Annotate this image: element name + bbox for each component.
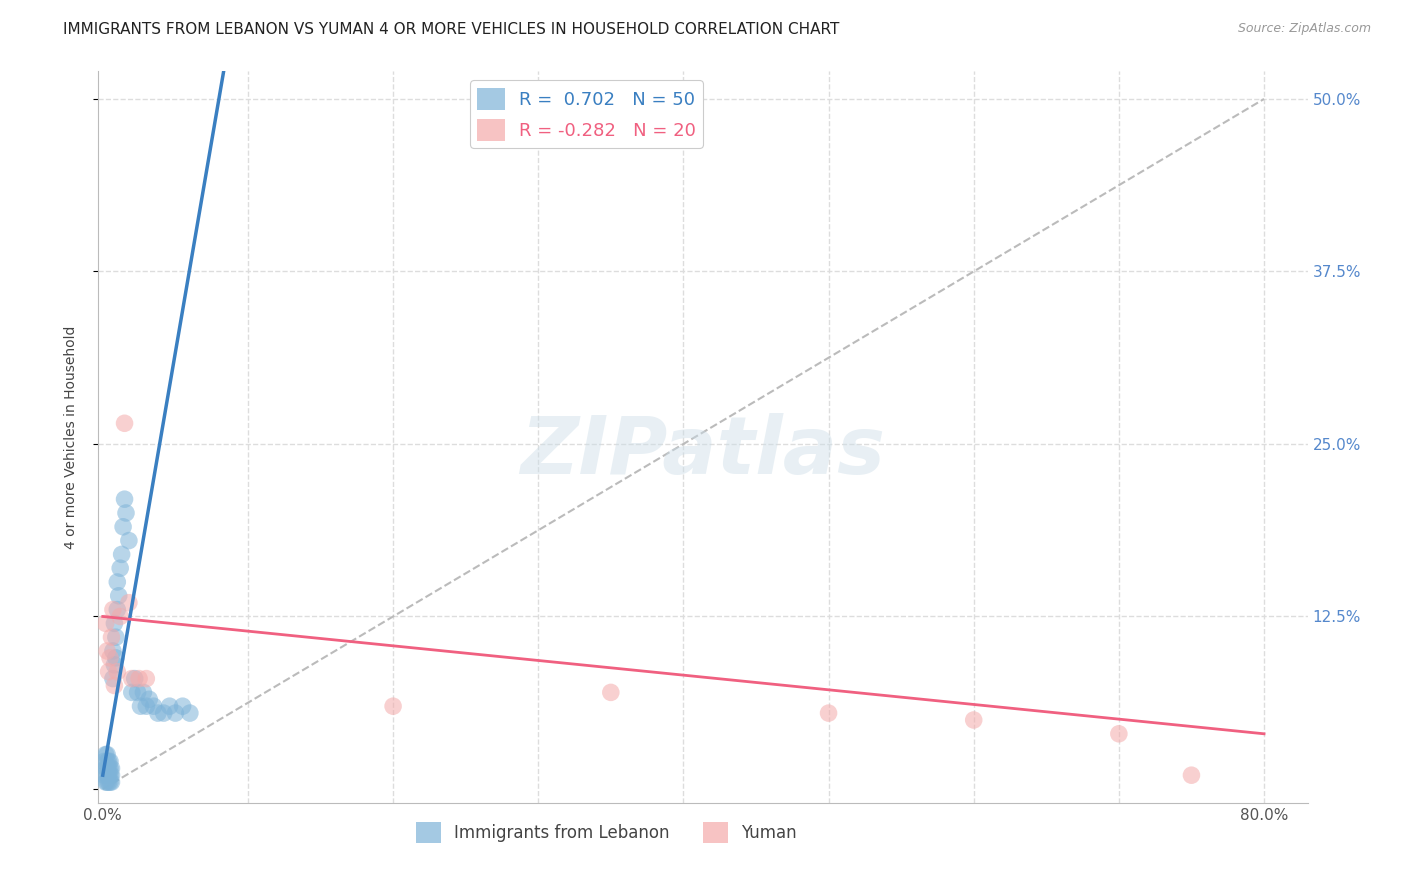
- Immigrants from Lebanon: [118, 533, 141, 548]
- Yuman: [963, 713, 986, 727]
- Immigrants from Lebanon: [94, 775, 117, 789]
- Yuman: [128, 672, 150, 686]
- Yuman: [108, 609, 131, 624]
- Immigrants from Lebanon: [105, 574, 128, 589]
- Yuman: [96, 644, 118, 658]
- Yuman: [101, 602, 124, 616]
- Immigrants from Lebanon: [172, 699, 194, 714]
- Y-axis label: 4 or more Vehicles in Household: 4 or more Vehicles in Household: [63, 326, 77, 549]
- Yuman: [100, 630, 122, 644]
- Immigrants from Lebanon: [159, 699, 181, 714]
- Immigrants from Lebanon: [135, 699, 157, 714]
- Immigrants from Lebanon: [101, 644, 124, 658]
- Immigrants from Lebanon: [98, 768, 121, 782]
- Yuman: [114, 417, 136, 431]
- Immigrants from Lebanon: [98, 761, 121, 775]
- Immigrants from Lebanon: [96, 747, 118, 762]
- Yuman: [97, 665, 120, 679]
- Yuman: [599, 685, 621, 699]
- Immigrants from Lebanon: [93, 768, 115, 782]
- Immigrants from Lebanon: [111, 548, 134, 562]
- Immigrants from Lebanon: [96, 768, 118, 782]
- Immigrants from Lebanon: [165, 706, 187, 720]
- Yuman: [382, 699, 405, 714]
- Text: Source: ZipAtlas.com: Source: ZipAtlas.com: [1237, 22, 1371, 36]
- Immigrants from Lebanon: [96, 755, 118, 769]
- Immigrants from Lebanon: [179, 706, 201, 720]
- Text: IMMIGRANTS FROM LEBANON VS YUMAN 4 OR MORE VEHICLES IN HOUSEHOLD CORRELATION CHA: IMMIGRANTS FROM LEBANON VS YUMAN 4 OR MO…: [63, 22, 839, 37]
- Yuman: [94, 616, 117, 631]
- Immigrants from Lebanon: [114, 492, 136, 507]
- Immigrants from Lebanon: [138, 692, 160, 706]
- Yuman: [121, 672, 143, 686]
- Immigrants from Lebanon: [124, 672, 146, 686]
- Immigrants from Lebanon: [108, 561, 131, 575]
- Immigrants from Lebanon: [112, 520, 135, 534]
- Immigrants from Lebanon: [129, 699, 152, 714]
- Immigrants from Lebanon: [100, 775, 122, 789]
- Immigrants from Lebanon: [142, 699, 165, 714]
- Immigrants from Lebanon: [107, 589, 129, 603]
- Immigrants from Lebanon: [97, 775, 120, 789]
- Immigrants from Lebanon: [103, 657, 125, 672]
- Immigrants from Lebanon: [146, 706, 169, 720]
- Immigrants from Lebanon: [97, 768, 120, 782]
- Immigrants from Lebanon: [105, 602, 128, 616]
- Immigrants from Lebanon: [104, 651, 127, 665]
- Immigrants from Lebanon: [98, 755, 121, 769]
- Immigrants from Lebanon: [96, 761, 118, 775]
- Immigrants from Lebanon: [93, 755, 115, 769]
- Immigrants from Lebanon: [104, 630, 127, 644]
- Yuman: [1180, 768, 1202, 782]
- Yuman: [105, 665, 128, 679]
- Yuman: [118, 596, 141, 610]
- Yuman: [98, 651, 121, 665]
- Immigrants from Lebanon: [121, 685, 143, 699]
- Immigrants from Lebanon: [96, 775, 118, 789]
- Immigrants from Lebanon: [100, 761, 122, 775]
- Immigrants from Lebanon: [101, 672, 124, 686]
- Yuman: [817, 706, 839, 720]
- Immigrants from Lebanon: [103, 616, 125, 631]
- Text: ZIPatlas: ZIPatlas: [520, 413, 886, 491]
- Legend: Immigrants from Lebanon, Yuman: Immigrants from Lebanon, Yuman: [409, 815, 803, 849]
- Immigrants from Lebanon: [94, 761, 117, 775]
- Immigrants from Lebanon: [115, 506, 138, 520]
- Immigrants from Lebanon: [97, 755, 120, 769]
- Immigrants from Lebanon: [98, 775, 121, 789]
- Yuman: [103, 678, 125, 692]
- Immigrants from Lebanon: [94, 747, 117, 762]
- Immigrants from Lebanon: [127, 685, 149, 699]
- Immigrants from Lebanon: [152, 706, 174, 720]
- Immigrants from Lebanon: [100, 768, 122, 782]
- Yuman: [1108, 727, 1130, 741]
- Immigrants from Lebanon: [132, 685, 155, 699]
- Immigrants from Lebanon: [97, 761, 120, 775]
- Yuman: [135, 672, 157, 686]
